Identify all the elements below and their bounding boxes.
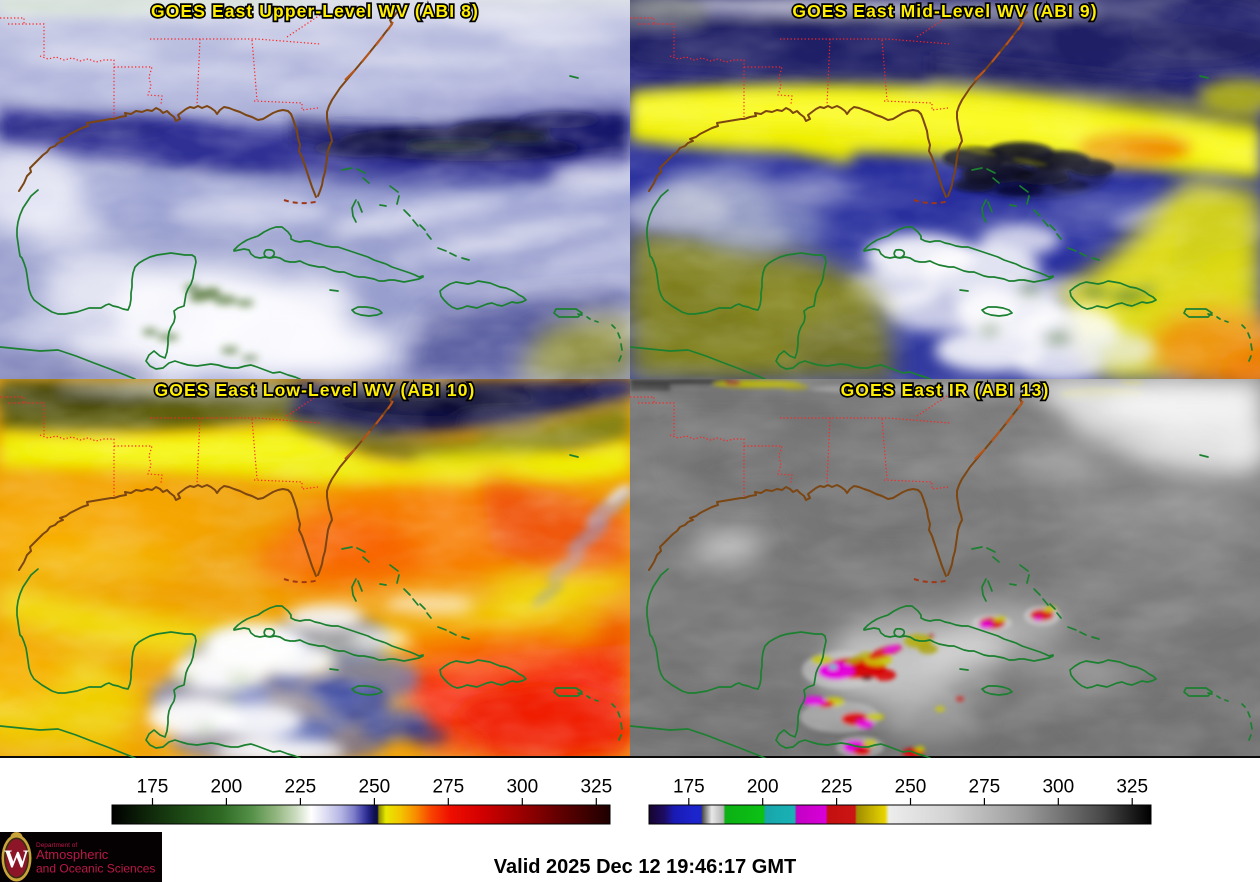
svg-text:250: 250: [895, 777, 927, 798]
svg-text:225: 225: [821, 777, 853, 798]
svg-text:325: 325: [580, 777, 612, 798]
svg-text:GOES East Mid-Level WV (ABI 9): GOES East Mid-Level WV (ABI 9): [792, 1, 1097, 21]
svg-text:GOES East IR (ABI 13): GOES East IR (ABI 13): [841, 380, 1050, 400]
svg-text:200: 200: [747, 777, 779, 798]
svg-text:275: 275: [432, 777, 464, 798]
svg-text:GOES East Low-Level WV (ABI 10: GOES East Low-Level WV (ABI 10): [155, 380, 476, 400]
svg-text:Department of: Department of: [36, 842, 77, 849]
svg-text:175: 175: [673, 777, 705, 798]
svg-text:250: 250: [359, 777, 391, 798]
svg-text:GOES East Upper-Level WV (ABI: GOES East Upper-Level WV (ABI 8): [151, 1, 479, 21]
svg-text:275: 275: [969, 777, 1001, 798]
svg-text:W: W: [4, 846, 29, 873]
svg-text:Valid 2025 Dec 12 19:46:17 GMT: Valid 2025 Dec 12 19:46:17 GMT: [494, 856, 796, 878]
svg-text:300: 300: [1042, 777, 1074, 798]
svg-text:225: 225: [285, 777, 317, 798]
svg-text:200: 200: [211, 777, 243, 798]
svg-text:175: 175: [137, 777, 169, 798]
svg-text:Atmospheric: Atmospheric: [36, 847, 109, 862]
svg-text:300: 300: [506, 777, 538, 798]
svg-text:and Oceanic Sciences: and Oceanic Sciences: [36, 862, 155, 876]
svg-text:325: 325: [1116, 777, 1148, 798]
